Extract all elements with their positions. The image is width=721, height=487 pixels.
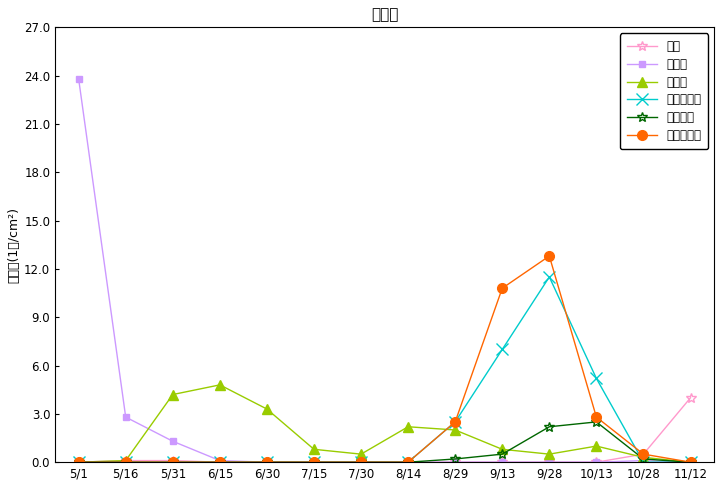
ヒノキ bbox=[169, 438, 177, 444]
スギ bbox=[451, 459, 459, 465]
Line: ヨモギ属: ヨモギ属 bbox=[74, 417, 695, 467]
カナムグラ bbox=[309, 459, 318, 465]
ヨモギ属 bbox=[121, 459, 130, 465]
ブタクサ属 bbox=[216, 459, 224, 465]
ヒノキ bbox=[686, 459, 695, 465]
イネ科 bbox=[309, 447, 318, 452]
スギ bbox=[74, 459, 83, 465]
カナムグラ bbox=[686, 459, 695, 465]
スギ bbox=[498, 459, 507, 465]
ブタクサ属 bbox=[639, 459, 647, 465]
Line: イネ科: イネ科 bbox=[74, 380, 695, 467]
スギ bbox=[121, 458, 130, 464]
イネ科 bbox=[498, 447, 507, 452]
ヨモギ属 bbox=[686, 459, 695, 465]
ブタクサ属 bbox=[357, 459, 366, 465]
ヒノキ bbox=[74, 76, 83, 82]
ヒノキ bbox=[121, 414, 130, 420]
ヒノキ bbox=[216, 458, 224, 464]
ブタクサ属 bbox=[309, 459, 318, 465]
カナムグラ bbox=[451, 419, 459, 425]
イネ科 bbox=[216, 382, 224, 388]
カナムグラ bbox=[262, 459, 271, 465]
ヒノキ bbox=[639, 458, 647, 464]
イネ科 bbox=[639, 454, 647, 460]
ブタクサ属 bbox=[686, 459, 695, 465]
スギ bbox=[309, 459, 318, 465]
イネ科 bbox=[74, 459, 83, 465]
ブタクサ属 bbox=[169, 459, 177, 465]
イネ科 bbox=[686, 459, 695, 465]
カナムグラ bbox=[121, 459, 130, 465]
ヨモギ属 bbox=[498, 451, 507, 457]
カナムグラ bbox=[639, 451, 647, 457]
ヨモギ属 bbox=[545, 424, 554, 430]
スギ bbox=[169, 458, 177, 464]
ヨモギ属 bbox=[404, 459, 412, 465]
カナムグラ bbox=[404, 459, 412, 465]
ブタクサ属 bbox=[498, 347, 507, 353]
スギ bbox=[592, 459, 601, 465]
イネ科 bbox=[404, 424, 412, 430]
ヒノキ bbox=[451, 459, 459, 465]
スギ bbox=[262, 459, 271, 465]
カナムグラ bbox=[592, 414, 601, 420]
ブタクサ属 bbox=[451, 419, 459, 425]
ヨモギ属 bbox=[74, 459, 83, 465]
ヨモギ属 bbox=[262, 459, 271, 465]
ヨモギ属 bbox=[592, 419, 601, 425]
スギ bbox=[545, 459, 554, 465]
ヨモギ属 bbox=[309, 459, 318, 465]
Line: カナムグラ: カナムグラ bbox=[74, 251, 695, 467]
カナムグラ bbox=[545, 253, 554, 259]
スギ bbox=[216, 459, 224, 465]
ヨモギ属 bbox=[451, 456, 459, 462]
カナムグラ bbox=[357, 459, 366, 465]
イネ科 bbox=[357, 451, 366, 457]
ヒノキ bbox=[498, 459, 507, 465]
Line: ヒノキ: ヒノキ bbox=[75, 75, 694, 466]
カナムグラ bbox=[498, 285, 507, 291]
イネ科 bbox=[262, 406, 271, 412]
カナムグラ bbox=[216, 459, 224, 465]
カナムグラ bbox=[74, 459, 83, 465]
イネ科 bbox=[169, 392, 177, 397]
イネ科 bbox=[545, 451, 554, 457]
ヒノキ bbox=[309, 459, 318, 465]
スギ bbox=[357, 459, 366, 465]
イネ科 bbox=[121, 458, 130, 464]
ブタクサ属 bbox=[121, 459, 130, 465]
Line: ブタクサ属: ブタクサ属 bbox=[73, 271, 696, 468]
イネ科 bbox=[592, 443, 601, 449]
ヒノキ bbox=[592, 459, 601, 465]
スギ bbox=[686, 395, 695, 401]
ブタクサ属 bbox=[404, 459, 412, 465]
スギ bbox=[404, 459, 412, 465]
ブタクサ属 bbox=[592, 375, 601, 381]
イネ科 bbox=[451, 427, 459, 433]
Y-axis label: 花粉数(1個/cm²): 花粉数(1個/cm²) bbox=[7, 207, 20, 283]
ヨモギ属 bbox=[639, 456, 647, 462]
カナムグラ bbox=[169, 459, 177, 465]
ヨモギ属 bbox=[357, 459, 366, 465]
ブタクサ属 bbox=[74, 459, 83, 465]
ブタクサ属 bbox=[262, 459, 271, 465]
ヒノキ bbox=[545, 459, 554, 465]
ヒノキ bbox=[262, 459, 271, 465]
ブタクサ属 bbox=[545, 274, 554, 280]
Title: 千代田: 千代田 bbox=[371, 7, 398, 22]
Legend: スギ, ヒノキ, イネ科, ブタクサ属, ヨモギ属, カナムグラ: スギ, ヒノキ, イネ科, ブタクサ属, ヨモギ属, カナムグラ bbox=[620, 33, 708, 149]
ヒノキ bbox=[357, 459, 366, 465]
ヨモギ属 bbox=[216, 459, 224, 465]
Line: スギ: スギ bbox=[74, 393, 695, 467]
ヨモギ属 bbox=[169, 459, 177, 465]
スギ bbox=[639, 451, 647, 457]
ヒノキ bbox=[404, 459, 412, 465]
